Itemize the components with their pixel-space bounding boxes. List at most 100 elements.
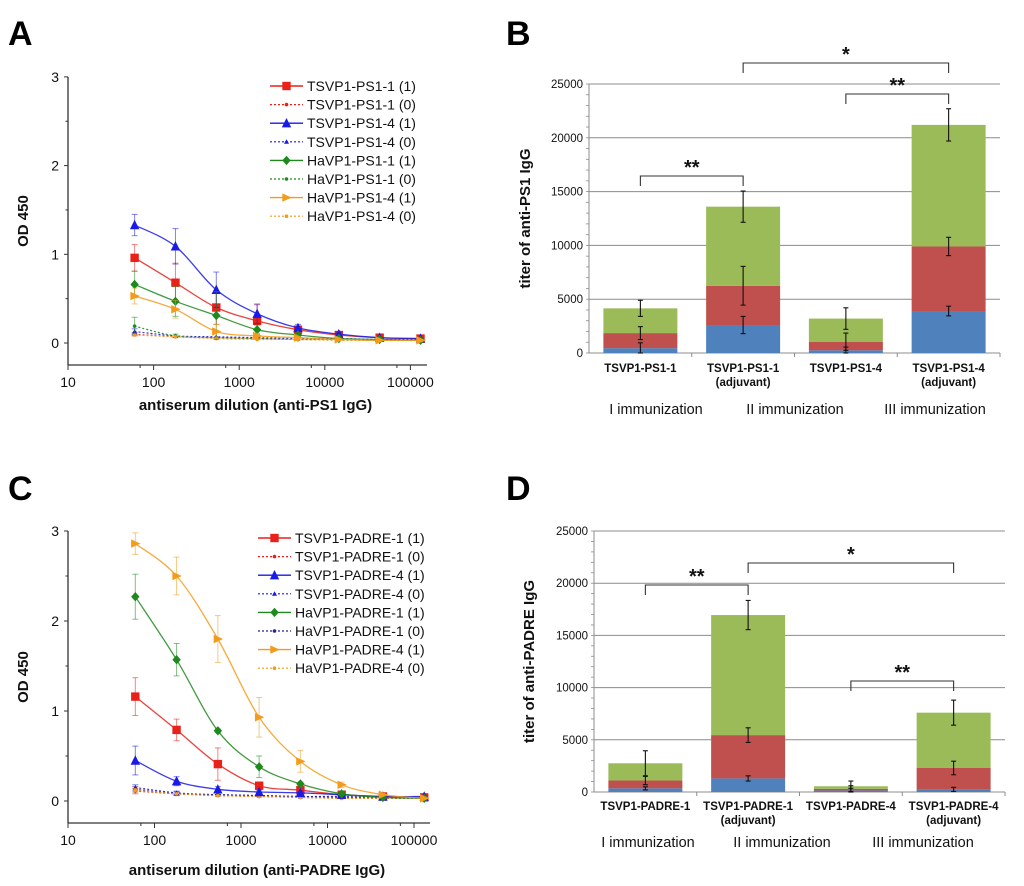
y-tick-label: 0 [582,787,588,799]
y-axis-label: titer of anti-PADRE IgG [521,580,538,743]
bracket-line [850,680,955,691]
data-point [171,278,180,287]
legend-item: HaVP1-PADRE-4 (0) [258,660,425,676]
data-point [296,757,306,766]
y-tick-label: 1 [51,703,59,719]
immunization-label: II immunization [733,835,831,851]
panel-letter-a: A [8,15,33,53]
legend-label: TSVP1-PADRE-1 (1) [295,530,425,546]
data-point [130,291,140,301]
y-axis-label: OD 450 [15,651,32,703]
bracket-line [845,93,950,104]
y-tick-label: 5000 [557,294,583,306]
bar-segment-ii-immunization [911,246,986,312]
legend-item: HaVP1-PS1-4 (1) [270,190,416,206]
series-havp1-padre-4-1 [131,532,430,803]
legend-marker [282,193,292,202]
series-tsvp1-ps1-1-1 [130,244,425,343]
data-point [213,634,224,644]
legend-label: HaVP1-PADRE-4 (1) [295,642,425,658]
data-point [295,787,306,798]
data-point [334,328,344,339]
immunization-label: I immunization [601,835,694,851]
x-tick-label: 10000 [308,832,347,848]
immunization-label: III immunization [884,402,986,418]
series-line [134,325,421,342]
bar-segment-i-immunization [911,311,986,353]
legend-item: TSVP1-PS1-1 (1) [270,78,416,94]
data-point [172,571,182,581]
data-point [416,336,426,345]
legend-label: HaVP1-PADRE-1 (0) [295,623,425,639]
legend-marker [282,155,291,166]
legend-label: TSVP1-PADRE-4 (0) [295,586,425,602]
data-point [254,762,264,772]
legend-item: TSVP1-PS1-4 (1) [270,115,416,131]
category-label: TSVP1-PADRE-4 [806,801,896,813]
data-point [130,253,139,263]
data-point [252,324,262,335]
immunization-label: III immunization [872,835,974,851]
category-sublabel: (adjuvant) [721,815,776,827]
data-point [130,279,139,290]
bar-segment-iii-immunization [808,318,883,342]
legend-label: HaVP1-PS1-4 (1) [307,190,416,206]
x-tick-label: 10000 [305,374,344,390]
category-label: TSVP1-PS1-1 [707,363,780,375]
panel-c-line-chart: 0 1 2 3 10 100 1000 10000 100000 antiserum diluti… [15,523,438,879]
y-axis-label: OD 450 [15,195,32,247]
panel-letter-d: D [506,470,531,508]
bar-segment-iii-immunization [911,124,986,247]
bar-stack [608,750,683,792]
data-point [293,333,304,342]
legend-marker [282,81,291,91]
legend-label: TSVP1-PADRE-4 (1) [295,567,425,583]
x-axis-label: antiserum dilution (anti-PADRE IgG) [129,862,385,879]
legend-label: HaVP1-PADRE-1 (1) [295,604,425,620]
data-point [216,793,220,798]
series-line [134,543,425,799]
y-tick-label: 25000 [556,526,588,538]
bar-stack [916,699,991,793]
legend-marker [272,554,277,559]
legend-marker [284,139,289,144]
legend-label: TSVP1-PADRE-1 (0) [295,549,425,565]
y-tick-label: 20000 [556,578,588,590]
bracket-line [742,62,950,73]
data-point [337,780,347,789]
legend-label: TSVP1-PS1-4 (0) [307,134,416,150]
x-tick-label: 100 [142,374,166,390]
legend-marker [272,591,277,596]
data-point [130,755,141,765]
data-point [170,241,181,251]
bar-segment-ii-immunization [916,767,991,790]
significance-label: * [847,544,855,566]
category-label: TSVP1-PADRE-4 [909,801,999,813]
x-tick-label: 1000 [225,832,256,848]
legend-item: TSVP1-PADRE-4 (0) [258,586,425,602]
y-tick-label: 1 [51,246,59,262]
bar-stack [911,108,986,353]
legend-marker [269,570,280,580]
data-point [129,219,140,230]
y-tick-label: 0 [51,335,59,351]
legend-marker [272,629,277,633]
category-label: TSVP1-PADRE-1 [703,801,793,813]
category-label: TSVP1-PS1-1 [604,363,677,375]
significance-bracket: ** [845,75,950,104]
bar-segment-i-immunization [711,778,786,792]
data-point [131,539,141,548]
y-tick-label: 15000 [551,187,583,199]
data-point [420,794,430,803]
immunization-label: I immunization [609,402,702,418]
data-point [252,331,263,341]
significance-bracket: * [747,544,955,573]
data-point [212,310,221,321]
y-tick-label: 2 [51,158,59,174]
data-point [296,779,305,789]
category-sublabel: (adjuvant) [921,377,976,389]
data-point [293,322,303,333]
legend-label: TSVP1-PS1-4 (1) [307,115,416,131]
data-point [375,336,385,345]
legend-item: HaVP1-PADRE-1 (0) [258,623,425,639]
